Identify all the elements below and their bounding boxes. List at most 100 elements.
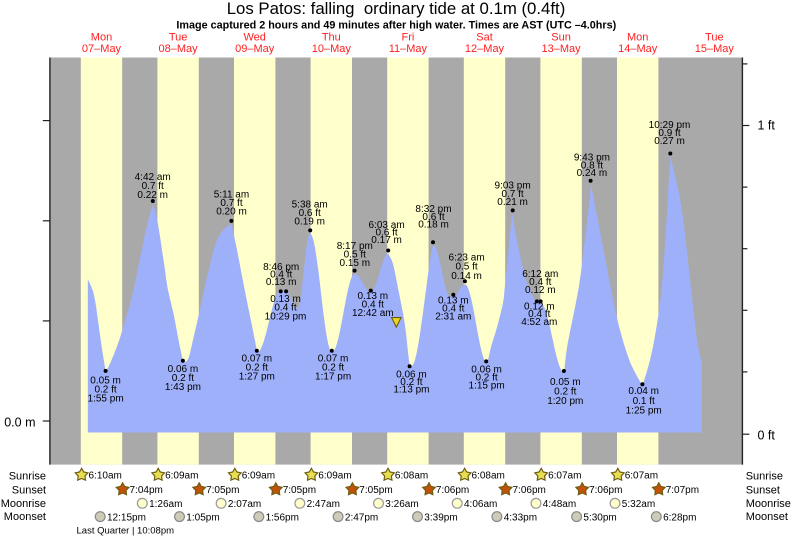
svg-text:13–May: 13–May (542, 43, 582, 55)
svg-text:07–May: 07–May (82, 43, 122, 55)
svg-text:12:15pm: 12:15pm (107, 512, 146, 523)
svg-text:1:26am: 1:26am (149, 499, 182, 510)
svg-text:10–May: 10–May (312, 43, 352, 55)
svg-text:0.18 m: 0.18 m (418, 220, 449, 231)
svg-text:6:09am: 6:09am (165, 471, 198, 482)
svg-text:6:12 am: 6:12 am (522, 269, 558, 280)
svg-text:0.21 m: 0.21 m (497, 197, 528, 208)
svg-text:0.13 m: 0.13 m (438, 296, 469, 307)
svg-text:0.14 m: 0.14 m (451, 271, 482, 282)
svg-text:1:15 pm: 1:15 pm (469, 381, 505, 392)
svg-text:0.4 ft: 0.4 ft (270, 270, 292, 281)
svg-text:0.22 m: 0.22 m (137, 190, 168, 201)
svg-text:7:06pm: 7:06pm (589, 485, 622, 496)
svg-text:3:26am: 3:26am (385, 499, 418, 510)
svg-text:1:13 pm: 1:13 pm (393, 384, 429, 395)
svg-text:7:04pm: 7:04pm (130, 485, 163, 496)
svg-text:Wed: Wed (243, 31, 265, 43)
svg-text:5:30pm: 5:30pm (583, 512, 616, 523)
svg-text:1:56pm: 1:56pm (266, 512, 299, 523)
svg-text:0.05 m: 0.05 m (550, 377, 581, 388)
svg-text:9:03 pm: 9:03 pm (495, 181, 531, 192)
svg-text:6:28pm: 6:28pm (663, 512, 696, 523)
svg-text:0.2 ft: 0.2 ft (172, 373, 194, 384)
svg-text:0.04 m: 0.04 m (628, 386, 659, 397)
svg-text:11–May: 11–May (389, 43, 428, 55)
svg-text:0.1 ft: 0.1 ft (633, 396, 655, 407)
svg-text:0.4 ft: 0.4 ft (362, 299, 384, 310)
svg-text:8:32 pm: 8:32 pm (415, 204, 451, 215)
svg-text:0.13 m: 0.13 m (266, 277, 297, 288)
svg-text:2:47am: 2:47am (307, 499, 340, 510)
svg-text:0.6 ft: 0.6 ft (422, 212, 444, 223)
svg-text:0.7 ft: 0.7 ft (142, 181, 164, 192)
svg-text:7:05pm: 7:05pm (206, 485, 239, 496)
svg-text:0.12 m: 0.12 m (524, 301, 555, 312)
svg-text:Los Patos: falling ordinary t: Los Patos: falling ordinary tide at 0.1m… (227, 0, 566, 18)
svg-text:0.15 m: 0.15 m (340, 258, 371, 269)
svg-text:1:17 pm: 1:17 pm (315, 371, 351, 382)
svg-text:0.2 ft: 0.2 ft (246, 362, 268, 373)
svg-text:Moonset: Moonset (4, 511, 46, 523)
svg-text:0.6 ft: 0.6 ft (299, 208, 321, 219)
svg-text:08–May: 08–May (159, 43, 199, 55)
svg-text:15–May: 15–May (695, 43, 735, 55)
svg-text:0.4 ft: 0.4 ft (442, 304, 464, 315)
svg-text:8:46 pm: 8:46 pm (263, 262, 299, 273)
svg-text:Moonset: Moonset (746, 511, 788, 523)
svg-text:10:29 pm: 10:29 pm (649, 120, 691, 131)
svg-text:Sunset: Sunset (746, 485, 780, 497)
svg-text:4:48am: 4:48am (543, 499, 576, 510)
svg-text:0.7 ft: 0.7 ft (501, 189, 523, 200)
svg-text:12–May: 12–May (465, 43, 505, 55)
svg-text:4:06am: 4:06am (464, 499, 497, 510)
svg-text:0.06 m: 0.06 m (471, 365, 502, 376)
svg-text:6:10am: 6:10am (89, 471, 122, 482)
svg-text:5:32am: 5:32am (622, 499, 655, 510)
svg-text:0.27 m: 0.27 m (654, 136, 685, 147)
svg-text:6:08am: 6:08am (472, 471, 505, 482)
svg-text:Sunrise: Sunrise (9, 471, 46, 483)
svg-text:0.24 m: 0.24 m (577, 168, 608, 179)
svg-text:0.05 m: 0.05 m (90, 376, 121, 387)
svg-text:7:05pm: 7:05pm (283, 485, 316, 496)
svg-text:0.13 m: 0.13 m (270, 294, 301, 305)
svg-text:6:08am: 6:08am (395, 471, 428, 482)
svg-text:1:43 pm: 1:43 pm (165, 382, 201, 393)
svg-text:Sun: Sun (551, 31, 571, 43)
svg-text:6:07am: 6:07am (625, 471, 658, 482)
svg-text:1:20 pm: 1:20 pm (547, 396, 583, 407)
svg-text:6:07am: 6:07am (548, 471, 581, 482)
svg-text:0.5 ft: 0.5 ft (344, 250, 366, 261)
svg-text:09–May: 09–May (235, 43, 275, 55)
svg-text:0.07 m: 0.07 m (242, 353, 273, 364)
svg-text:0.4 ft: 0.4 ft (529, 277, 551, 288)
svg-text:0.06 m: 0.06 m (168, 364, 199, 375)
svg-text:6:09am: 6:09am (242, 471, 275, 482)
svg-text:0.0 m: 0.0 m (4, 415, 35, 429)
svg-text:Sunset: Sunset (12, 485, 46, 497)
svg-text:0.4 ft: 0.4 ft (274, 303, 296, 314)
svg-text:2:31 am: 2:31 am (435, 312, 471, 323)
svg-text:6:23 am: 6:23 am (449, 252, 485, 263)
svg-text:Last Quarter | 10:08pm: Last Quarter | 10:08pm (77, 525, 175, 536)
svg-text:3:39pm: 3:39pm (424, 512, 457, 523)
svg-text:0.19 m: 0.19 m (294, 216, 325, 227)
svg-text:Tue: Tue (705, 31, 724, 43)
svg-text:0.6 ft: 0.6 ft (375, 228, 397, 239)
svg-text:0.12 m: 0.12 m (525, 285, 556, 296)
svg-text:7:06pm: 7:06pm (436, 485, 469, 496)
svg-text:0.4 ft: 0.4 ft (528, 309, 550, 320)
svg-text:Image captured 2 hours and 49: Image captured 2 hours and 49 minutes af… (176, 20, 616, 32)
svg-text:4:42 am: 4:42 am (135, 172, 171, 183)
svg-text:5:38 am: 5:38 am (292, 199, 328, 210)
svg-text:0.2 ft: 0.2 ft (400, 377, 422, 388)
svg-text:0.13 m: 0.13 m (358, 291, 389, 302)
svg-text:5:11 am: 5:11 am (214, 190, 249, 201)
svg-text:12:42 am: 12:42 am (352, 308, 394, 319)
svg-text:4:52 am: 4:52 am (521, 317, 557, 328)
svg-text:0 ft: 0 ft (758, 429, 776, 443)
svg-text:0.9 ft: 0.9 ft (658, 128, 680, 139)
svg-text:Thu: Thu (322, 31, 341, 43)
svg-text:Moonrise: Moonrise (1, 498, 46, 510)
